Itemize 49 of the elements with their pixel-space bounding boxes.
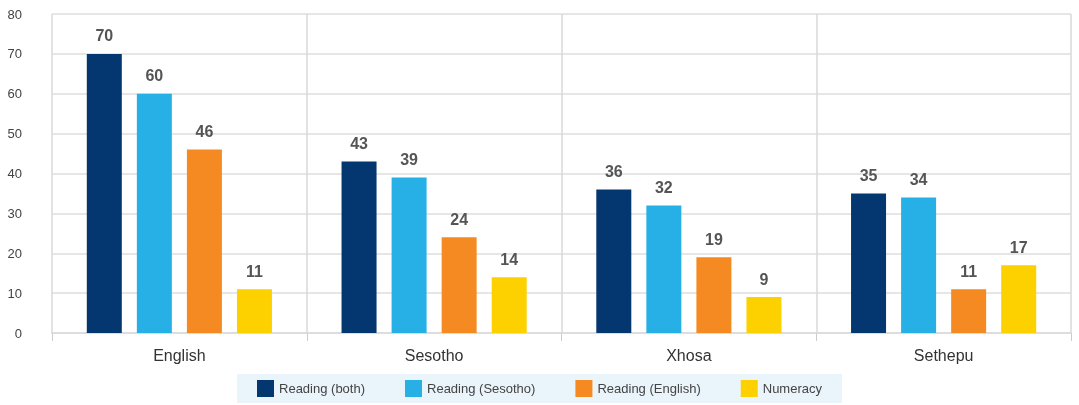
bar xyxy=(646,205,682,333)
y-tick-label: 50 xyxy=(7,126,22,142)
legend-label: Reading (Sesotho) xyxy=(427,381,536,396)
bar xyxy=(851,193,887,333)
data-label: 11 xyxy=(245,262,263,280)
data-label: 24 xyxy=(450,210,469,228)
data-label: 60 xyxy=(145,67,164,85)
data-label: 46 xyxy=(195,123,214,141)
bar xyxy=(951,289,987,333)
legend-label: Reading (English) xyxy=(597,381,701,396)
bar xyxy=(441,237,477,333)
legend-label: Numeracy xyxy=(762,381,823,396)
y-tick-label: 40 xyxy=(7,166,22,181)
bar xyxy=(391,177,427,333)
x-tick-label: Sesotho xyxy=(404,346,464,364)
bar xyxy=(86,53,122,333)
data-label: 11 xyxy=(960,262,978,280)
bar xyxy=(136,93,172,333)
bar xyxy=(186,149,222,333)
data-label: 9 xyxy=(759,270,769,288)
bar xyxy=(236,289,272,333)
data-label: 17 xyxy=(1009,238,1028,256)
x-tick-label: English xyxy=(153,346,206,364)
data-label: 39 xyxy=(400,150,419,168)
data-label: 35 xyxy=(859,166,878,184)
bar xyxy=(1001,265,1037,333)
y-tick-label: 0 xyxy=(14,325,22,341)
bar xyxy=(596,189,632,333)
data-label: 19 xyxy=(705,230,723,248)
data-label: 14 xyxy=(500,250,519,268)
bar xyxy=(491,277,527,333)
data-label: 70 xyxy=(95,27,114,45)
legend-label: Reading (both) xyxy=(279,381,366,396)
bar xyxy=(696,257,732,333)
bar xyxy=(901,197,937,333)
x-tick-label: Xhosa xyxy=(666,346,712,364)
y-tick-label: 70 xyxy=(7,46,22,62)
bar xyxy=(341,161,377,333)
y-tick-label: 80 xyxy=(7,6,22,22)
x-tick-label: Sethepu xyxy=(913,346,974,364)
y-tick-label: 10 xyxy=(7,285,22,301)
data-label: 36 xyxy=(604,162,623,180)
data-label: 43 xyxy=(350,135,369,153)
bar xyxy=(746,297,782,333)
data-label: 34 xyxy=(909,170,928,188)
y-tick-label: 30 xyxy=(7,205,22,221)
data-label: 32 xyxy=(654,178,673,196)
y-tick-label: 20 xyxy=(7,245,22,261)
y-tick-label: 60 xyxy=(7,86,22,102)
